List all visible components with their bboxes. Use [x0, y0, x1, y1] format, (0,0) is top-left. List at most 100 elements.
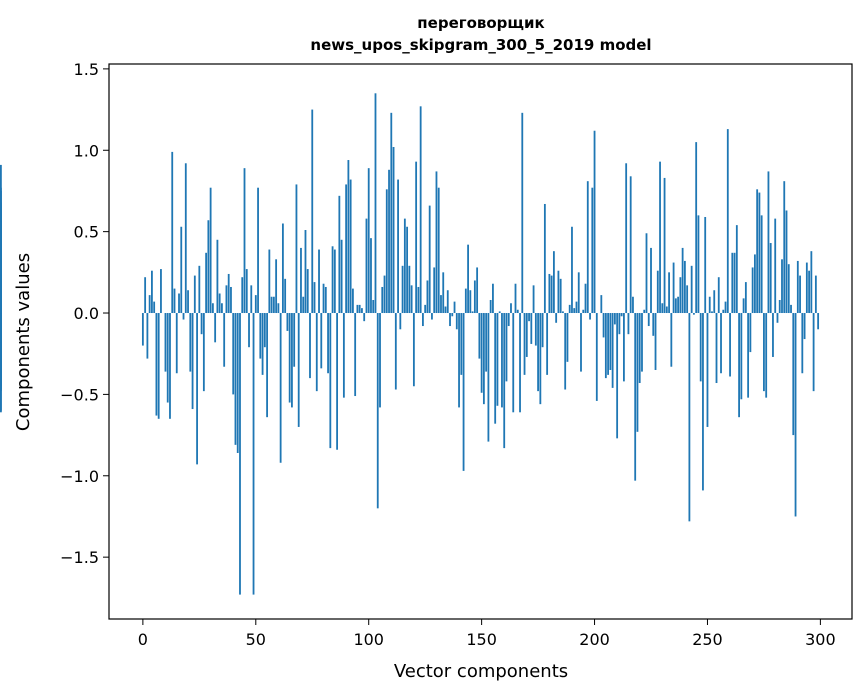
bar-181: [550, 275, 553, 314]
bar-173: [532, 285, 535, 314]
bar-184: [557, 270, 560, 314]
bar-170: [525, 313, 528, 357]
y-tick-label: −0.5: [60, 385, 99, 404]
bar-56: [268, 249, 271, 314]
bar-245: [695, 142, 698, 314]
bar-242: [688, 313, 691, 522]
bar-205: [604, 313, 607, 379]
bar-73: [306, 269, 309, 314]
bar-0: [141, 313, 144, 346]
bar-298: [814, 275, 817, 314]
y-tick-label: 1.0: [74, 141, 99, 160]
bar-244: [693, 313, 695, 315]
bar-20: [187, 290, 189, 314]
bar-85: [333, 249, 336, 314]
bar-68: [295, 184, 298, 314]
x-tick-label: 0: [138, 630, 148, 649]
bar-76: [313, 282, 316, 314]
bar-186: [562, 311, 564, 314]
bar-193: [577, 272, 580, 314]
bar-239: [681, 247, 684, 314]
bar-199: [591, 187, 594, 314]
bar-209: [613, 313, 616, 325]
bar-113: [397, 179, 399, 314]
bar-67: [293, 313, 296, 367]
bar-54: [263, 313, 266, 348]
bar-294: [805, 262, 808, 314]
bar-136: [449, 313, 451, 327]
x-tick-label: 50: [246, 630, 266, 649]
bar-243: [690, 265, 693, 314]
bar-194: [580, 313, 582, 372]
y-axis-label: Components values: [13, 253, 34, 431]
bar-286: [787, 264, 790, 314]
bar-280: [774, 218, 777, 314]
bar-175: [537, 313, 539, 392]
bar-12: [169, 313, 171, 419]
bar-122: [417, 286, 420, 314]
bar-69: [297, 313, 300, 427]
bar-265: [740, 313, 743, 400]
bar-124: [422, 313, 424, 327]
bar-281: [776, 313, 779, 323]
bar-256: [720, 313, 722, 374]
bar-60: [277, 303, 280, 314]
bar-110: [390, 112, 393, 314]
bar-240: [683, 260, 686, 314]
bar-90: [345, 184, 348, 314]
bar-293: [803, 313, 806, 340]
bar-51: [257, 187, 259, 314]
bar-84: [331, 246, 334, 314]
bar-273: [758, 192, 761, 314]
bar-96: [358, 304, 361, 314]
bar-48: [250, 285, 253, 314]
bar-35: [221, 303, 223, 314]
bar-83: [329, 313, 332, 449]
bar-296: [810, 251, 813, 314]
bar-30: [209, 187, 212, 314]
bar-19: [184, 163, 187, 314]
bar-177: [541, 313, 544, 348]
bars-group: [0, 93, 820, 595]
bar-33: [216, 239, 219, 314]
bar-57: [270, 296, 273, 314]
bar-144: [467, 244, 469, 314]
bar-146: [471, 311, 474, 314]
bar-174: [534, 313, 537, 346]
bar-164: [512, 313, 515, 413]
bar-55: [266, 313, 268, 418]
bar-269: [749, 313, 752, 353]
bar-172: [530, 313, 533, 344]
bar-undefined: [0, 286, 2, 314]
bar-155: [492, 283, 494, 314]
bar-71: [302, 296, 305, 314]
bar-249: [704, 216, 707, 314]
bar-252: [711, 311, 713, 314]
bar-111: [392, 147, 395, 314]
bar-87: [338, 195, 341, 314]
bar-247: [699, 313, 702, 382]
bar-94: [354, 313, 357, 397]
bar-251: [708, 296, 711, 314]
bar-18: [182, 313, 185, 320]
bar-162: [507, 313, 510, 327]
bar-271: [753, 254, 756, 314]
bar-24: [196, 313, 198, 465]
bar-22: [191, 313, 194, 410]
bar-215: [627, 313, 630, 335]
y-tick-label: −1.0: [60, 467, 99, 486]
bar-232: [665, 306, 668, 314]
bar-27: [202, 313, 205, 392]
bar-197: [586, 181, 589, 314]
bar-218: [634, 313, 637, 481]
bar-117: [406, 226, 409, 314]
bar-10: [164, 313, 167, 372]
bar-105: [379, 313, 381, 408]
bar-183: [555, 313, 558, 323]
bar-8: [160, 269, 162, 314]
bar-217: [632, 296, 634, 314]
bar-262: [733, 252, 736, 314]
bar-237: [677, 296, 680, 314]
bar-17: [180, 226, 183, 314]
